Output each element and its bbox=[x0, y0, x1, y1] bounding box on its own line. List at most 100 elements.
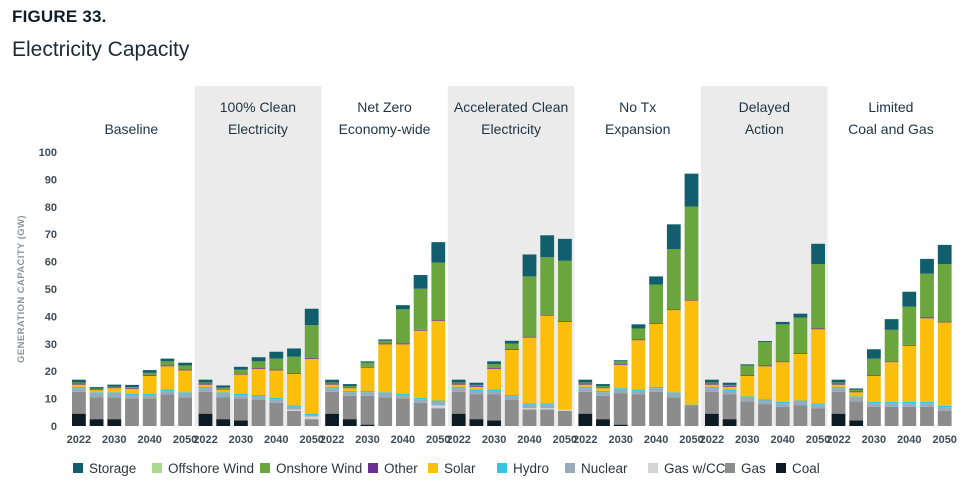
bar-segment-onshore-wind bbox=[142, 372, 157, 376]
bar-net-zero-economy-wide-2050 bbox=[431, 242, 446, 426]
bar-segment-storage bbox=[596, 384, 610, 387]
bar-segment-coal bbox=[831, 413, 846, 426]
y-tick-label: 50 bbox=[45, 284, 57, 296]
bar-segment-coal bbox=[469, 419, 484, 426]
y-tick-label: 40 bbox=[45, 311, 57, 323]
bar-segment-storage bbox=[469, 382, 484, 385]
bar-segment-hydro bbox=[613, 388, 628, 390]
bar-segment-other bbox=[831, 383, 846, 385]
bar-segment-gas bbox=[504, 399, 519, 426]
scenario-label: Accelerated Clean bbox=[454, 99, 568, 115]
bar-segment-other bbox=[758, 365, 772, 367]
bar-segment-onshore-wind bbox=[431, 262, 446, 321]
bar-accelerated-clean-electricity-2030 bbox=[487, 361, 501, 426]
bar-segment-coal bbox=[342, 419, 357, 426]
bar-segment-hydro bbox=[178, 392, 192, 394]
bar-segment-other bbox=[558, 321, 572, 322]
bar-segment-storage bbox=[722, 382, 737, 385]
x-tick-label: 2040 bbox=[391, 434, 415, 446]
bar-segment-solar bbox=[487, 369, 501, 390]
bar-segment-hydro bbox=[578, 386, 593, 389]
bar-segment-onshore-wind bbox=[558, 260, 572, 322]
bar-segment-gas bbox=[72, 391, 86, 414]
x-tick-label: 2050 bbox=[553, 434, 577, 446]
bar-segment-onshore-wind bbox=[504, 343, 519, 350]
bar-segment-solar bbox=[451, 384, 466, 387]
legend-label: Storage bbox=[89, 461, 136, 476]
bars bbox=[72, 173, 952, 426]
bar-segment-coal bbox=[596, 419, 610, 426]
bar-segment-solar bbox=[107, 388, 122, 393]
x-tick-label: 2030 bbox=[608, 434, 632, 446]
bar-segment-storage bbox=[107, 384, 122, 387]
bar-segment-onshore-wind bbox=[631, 328, 646, 340]
bar-segment-onshore-wind bbox=[216, 387, 231, 389]
bar-segment-coal bbox=[89, 419, 104, 426]
bar-segment-onshore-wind bbox=[540, 257, 555, 315]
bar-segment-nuclear bbox=[378, 393, 393, 398]
bar-segment-nuclear bbox=[849, 397, 864, 402]
x-tick-label: 2022 bbox=[320, 434, 344, 446]
bar-segment-other bbox=[216, 388, 231, 390]
bar-segment-onshore-wind bbox=[178, 365, 192, 370]
legend-item-coal: Coal bbox=[776, 461, 820, 476]
bar-segment-solar bbox=[431, 321, 446, 401]
bar-segment-nuclear bbox=[198, 388, 213, 392]
scenario-label: Economy-wide bbox=[339, 121, 431, 137]
bar-segment-nuclear bbox=[793, 401, 808, 406]
bar-baseline-2025 bbox=[89, 387, 104, 426]
bar-segment-other bbox=[396, 343, 410, 345]
bar-segment-other bbox=[89, 389, 104, 391]
y-tick-label: 90 bbox=[45, 174, 57, 186]
legend-swatch bbox=[497, 463, 507, 473]
bar-segment-solar bbox=[378, 344, 393, 393]
bar-segment-onshore-wind bbox=[325, 382, 339, 384]
bar-delayed-action-2050 bbox=[811, 243, 825, 426]
bar-segment-onshore-wind bbox=[413, 288, 428, 330]
bar-segment-other bbox=[902, 344, 917, 346]
bar-segment-onshore-wind bbox=[649, 284, 663, 323]
bar-segment-gas bbox=[234, 398, 248, 421]
bar-segment-solar bbox=[216, 389, 231, 393]
bar-segment-storage bbox=[613, 360, 628, 362]
bar-segment-storage bbox=[160, 358, 175, 362]
bar-segment-nuclear bbox=[775, 403, 790, 407]
bar-segment-onshore-wind bbox=[469, 384, 484, 386]
bar-segment-other bbox=[504, 349, 519, 350]
bar-segment-solar bbox=[831, 384, 846, 387]
x-tick-label: 2040 bbox=[770, 434, 794, 446]
bar-baseline-2040 bbox=[142, 370, 157, 426]
bar-segment-coal bbox=[72, 413, 86, 426]
y-tick-label: 0 bbox=[51, 421, 57, 433]
bar-accelerated-clean-electricity-2040 bbox=[522, 254, 537, 426]
bar-segment-onshore-wind bbox=[287, 356, 301, 374]
bar-segment-storage bbox=[504, 340, 519, 344]
bar-segment-onshore-wind bbox=[198, 382, 213, 384]
bar-segment-gas bbox=[325, 391, 339, 414]
bar-segment-storage bbox=[867, 349, 881, 359]
x-tick-label: 2022 bbox=[67, 434, 91, 446]
bar-segment-storage bbox=[360, 361, 375, 363]
bar-segment-hydro bbox=[666, 392, 681, 394]
bar-segment-storage bbox=[884, 319, 899, 330]
bar-segment-onshore-wind bbox=[831, 382, 846, 384]
bar-segment-gas-w-cc bbox=[540, 408, 555, 410]
bar-baseline-2050 bbox=[178, 362, 192, 426]
bar-segment-gas bbox=[451, 391, 466, 414]
bar-segment-other bbox=[142, 375, 157, 376]
bar-segment-storage bbox=[920, 258, 934, 274]
bar-segment-solar bbox=[775, 362, 790, 402]
y-tick-label: 60 bbox=[45, 257, 57, 269]
bar-segment-nuclear bbox=[937, 407, 952, 411]
x-tick-label: 2030 bbox=[482, 434, 506, 446]
bar-baseline-2030 bbox=[107, 384, 122, 426]
bar-segment-nuclear bbox=[469, 390, 484, 395]
legend-item-solar: Solar bbox=[428, 461, 476, 476]
bar-segment-gas bbox=[342, 395, 357, 420]
bar-segment-other bbox=[811, 328, 825, 330]
bar-segment-storage bbox=[793, 313, 808, 318]
bar-segment-nuclear bbox=[811, 404, 825, 409]
bar-no-tx-expansion-2030 bbox=[613, 360, 628, 426]
bar-segment-storage bbox=[578, 379, 593, 383]
bar-segment-hydro bbox=[504, 395, 519, 397]
